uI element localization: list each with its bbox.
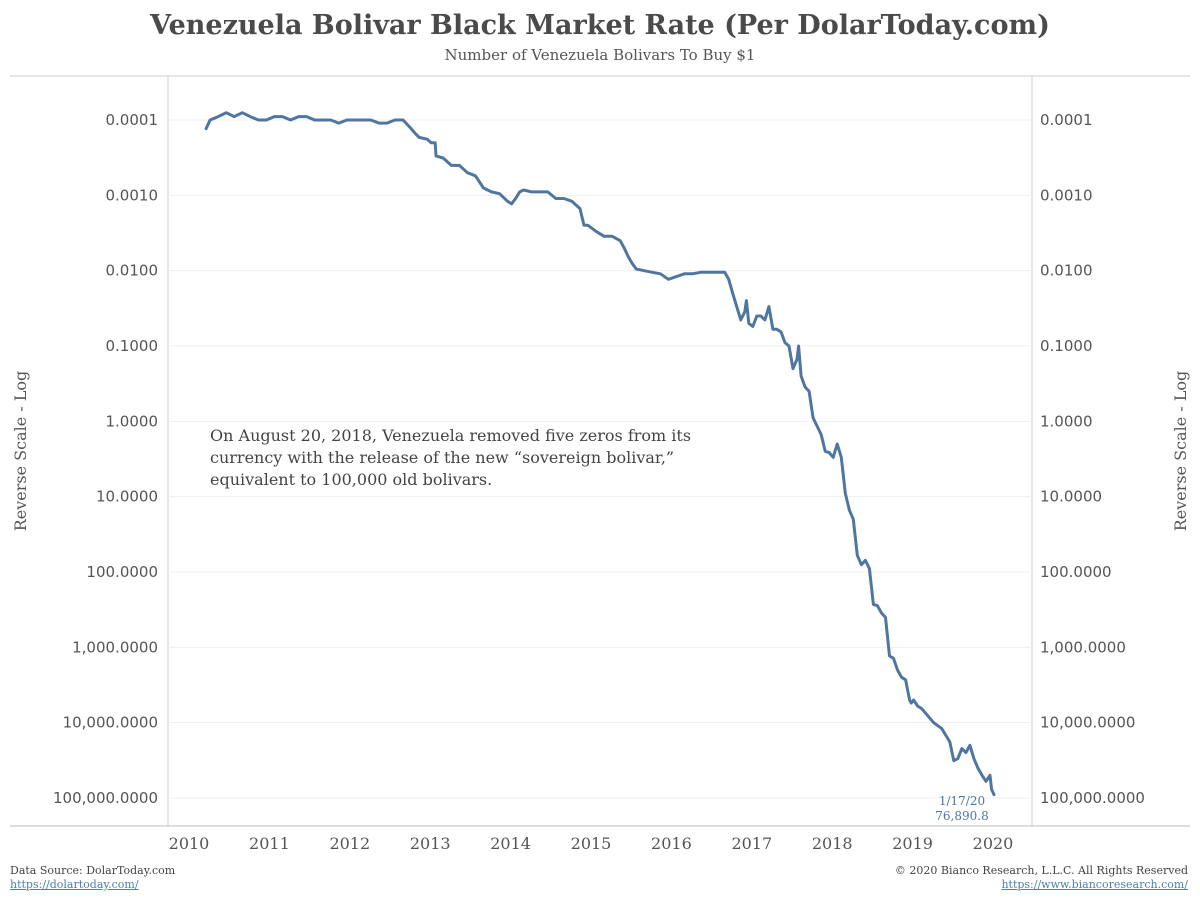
x-tick-label: 2017 [731, 834, 772, 853]
y-tick-label-right: 1.0000 [1040, 412, 1093, 430]
y-tick-label-left: 0.0010 [106, 186, 159, 204]
x-tick-label: 2010 [169, 834, 210, 853]
y-tick-label-left: 100,000.0000 [53, 789, 158, 807]
end-label-value: 76,890.8 [935, 809, 988, 823]
y-tick-label-left: 1,000.0000 [72, 638, 158, 656]
y-tick-label-left: 10,000.0000 [63, 714, 158, 732]
x-tick-label: 2014 [490, 834, 531, 853]
footer-copyright-text: © 2020 Bianco Research, L.L.C. All Right… [894, 864, 1188, 877]
y-tick-label-left: 100.0000 [86, 563, 158, 581]
footer-copyright: © 2020 Bianco Research, L.L.C. All Right… [895, 864, 1188, 892]
y-axis-title-left: Reverse Scale - Log [11, 371, 30, 532]
x-tick-label: 2011 [249, 834, 290, 853]
x-tick-label: 2015 [571, 834, 612, 853]
series-line [204, 111, 996, 797]
footer-source: Data Source: DolarToday.com https://dola… [10, 864, 175, 892]
y-tick-label-right: 100.0000 [1040, 563, 1112, 581]
y-axis-title-right: Reverse Scale - Log [1171, 371, 1190, 532]
chart-subtitle: Number of Venezuela Bolivars To Buy $1 [444, 46, 756, 64]
x-tick-label: 2020 [973, 834, 1014, 853]
footer-source-link[interactable]: https://dolartoday.com/ [10, 878, 139, 891]
x-tick-label: 2019 [892, 834, 933, 853]
x-tick-label: 2012 [329, 834, 370, 853]
x-tick-label: 2016 [651, 834, 692, 853]
y-tick-label-right: 0.1000 [1040, 337, 1093, 355]
annotation-text-line: equivalent to 100,000 old bolivars. [210, 470, 492, 489]
y-tick-label-right: 0.0100 [1040, 262, 1093, 280]
annotation-text-line: currency with the release of the new “so… [210, 448, 674, 467]
y-tick-label-right: 1,000.0000 [1040, 638, 1126, 656]
footer-copyright-link[interactable]: https://www.biancoresearch.com/ [1001, 878, 1188, 891]
y-tick-label-left: 0.1000 [106, 337, 159, 355]
annotation-text-line: On August 20, 2018, Venezuela removed fi… [210, 426, 691, 445]
y-tick-label-right: 10,000.0000 [1040, 714, 1135, 732]
y-tick-label-right: 0.0010 [1040, 186, 1093, 204]
x-tick-label: 2013 [410, 834, 451, 853]
y-tick-label-right: 10.0000 [1040, 488, 1102, 506]
x-tick-label: 2018 [812, 834, 853, 853]
y-tick-label-left: 0.0100 [106, 262, 159, 280]
footer-source-label: Data Source: DolarToday.com [10, 864, 176, 877]
y-tick-label-left: 0.0001 [106, 111, 159, 129]
end-label-date: 1/17/20 [939, 794, 985, 808]
y-tick-label-right: 100,000.0000 [1040, 789, 1145, 807]
y-tick-label-left: 1.0000 [106, 412, 159, 430]
chart-title: Venezuela Bolivar Black Market Rate (Per… [150, 10, 1050, 41]
y-tick-label-right: 0.0001 [1040, 111, 1093, 129]
y-tick-label-left: 10.0000 [96, 488, 158, 506]
